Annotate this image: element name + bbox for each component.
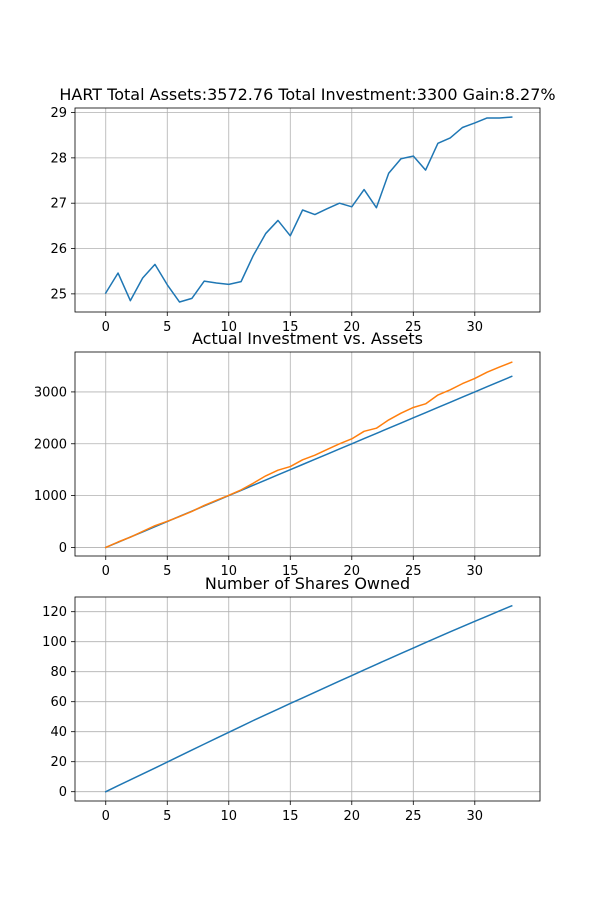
y-tick-label: 27 [50, 197, 67, 212]
series-line-1 [104, 116, 513, 303]
chart-title: Actual Investment vs. Assets [192, 329, 423, 348]
y-tick-label: 3000 [34, 385, 67, 400]
x-tick-label: 25 [405, 564, 422, 579]
y-tick-label: 20 [50, 755, 67, 770]
x-tick-label: 10 [220, 809, 237, 824]
investment-panel: 0 5 10 15 20 25 30 0 1000 2000 3000 Actual Investme… [34, 329, 541, 579]
x-tick-label: 10 [220, 320, 237, 335]
x-tick-label: 20 [344, 809, 361, 824]
chart-title: Number of Shares Owned [205, 574, 410, 593]
series-line-2 [104, 361, 513, 549]
x-tick-label: 25 [405, 809, 422, 824]
y-tick-label: 25 [50, 287, 67, 302]
shares-panel: 0 5 10 15 20 25 30 0 20 40 60 80 100 120 Number of Sha… [42, 574, 541, 824]
x-tick-label: 30 [467, 320, 484, 335]
x-tick-label: 5 [163, 809, 171, 824]
x-tick-label: 25 [405, 320, 422, 335]
x-tick-label: 0 [102, 320, 110, 335]
axes-frame [74, 596, 541, 802]
x-tick-label: 30 [467, 564, 484, 579]
y-tick-label: 80 [50, 665, 67, 680]
x-tick-label: 20 [344, 320, 361, 335]
series-line-1 [104, 604, 513, 793]
y-tick-label: 28 [50, 151, 67, 166]
x-tick-label: 0 [102, 564, 110, 579]
axes-frame [74, 351, 541, 557]
x-tick-label: 15 [282, 320, 299, 335]
x-tick-label: 0 [102, 809, 110, 824]
y-tick-label: 60 [50, 695, 67, 710]
x-tick-label: 20 [344, 564, 361, 579]
y-tick-label: 2000 [34, 437, 67, 452]
axes-frame [74, 107, 541, 313]
x-tick-label: 15 [282, 809, 299, 824]
x-tick-label: 15 [282, 564, 299, 579]
y-tick-label: 29 [50, 106, 67, 121]
price-panel: 0 5 10 15 20 25 30 25 26 27 28 29 HART Total Assets:… [50, 85, 555, 335]
x-tick-label: 5 [163, 320, 171, 335]
y-tick-label: 40 [50, 725, 67, 740]
x-tick-label: 5 [163, 564, 171, 579]
x-tick-label: 30 [467, 809, 484, 824]
chart-title: HART Total Assets:3572.76 Total Investme… [59, 85, 555, 104]
y-tick-label: 100 [42, 635, 67, 650]
x-tick-label: 10 [220, 564, 237, 579]
y-tick-label: 1000 [34, 489, 67, 504]
y-tick-label: 0 [59, 541, 67, 556]
y-tick-label: 120 [42, 605, 67, 620]
y-tick-label: 26 [50, 242, 67, 257]
y-tick-label: 0 [59, 785, 67, 800]
